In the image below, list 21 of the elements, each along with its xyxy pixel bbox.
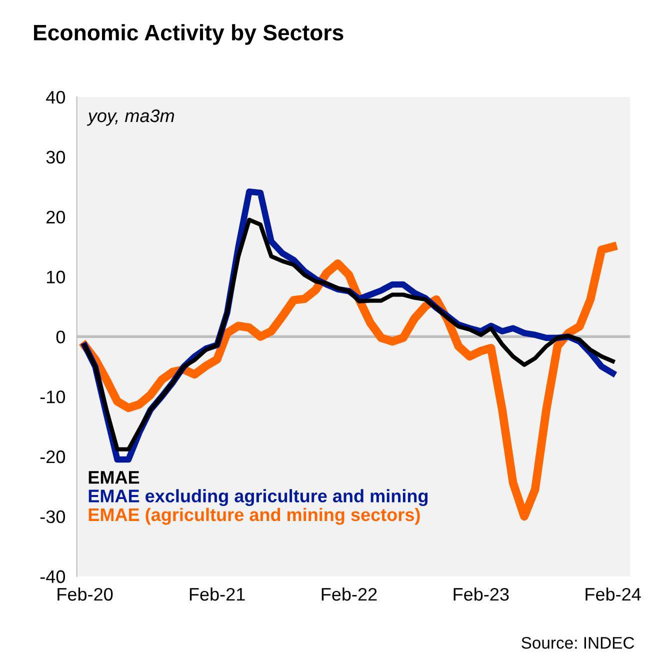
source-note: Source: INDEC <box>522 636 634 649</box>
y-tick-label: 0 <box>56 330 65 344</box>
text: EMAE excluding agriculture and mining <box>88 489 428 506</box>
x-tick-label: Feb-23 <box>454 587 509 601</box>
x-tick-label: Feb-21 <box>190 587 245 601</box>
y-tick-label: 20 <box>46 210 66 224</box>
y-tick-label: -10 <box>40 390 66 404</box>
x-tick-label: Feb-22 <box>322 587 377 601</box>
y-tick-label: -30 <box>40 510 66 524</box>
x-tick-label: Feb-24 <box>586 587 641 601</box>
y-tick-label: -20 <box>40 450 66 464</box>
y-tick-label: 10 <box>47 270 66 284</box>
series-label: EMAE <box>88 471 140 484</box>
text: EMAE (agriculture and mining sectors) <box>88 508 420 525</box>
x-tick-label: Feb-20 <box>58 587 113 601</box>
y-tick-label: 40 <box>46 90 66 104</box>
annotation: yoy, ma3m <box>86 109 174 126</box>
y-tick-label: -40 <box>40 570 66 584</box>
chart-title: Economic Activity by Sectors <box>34 24 344 45</box>
line-series <box>82 218 615 452</box>
y-tick-label: 30 <box>46 150 66 164</box>
